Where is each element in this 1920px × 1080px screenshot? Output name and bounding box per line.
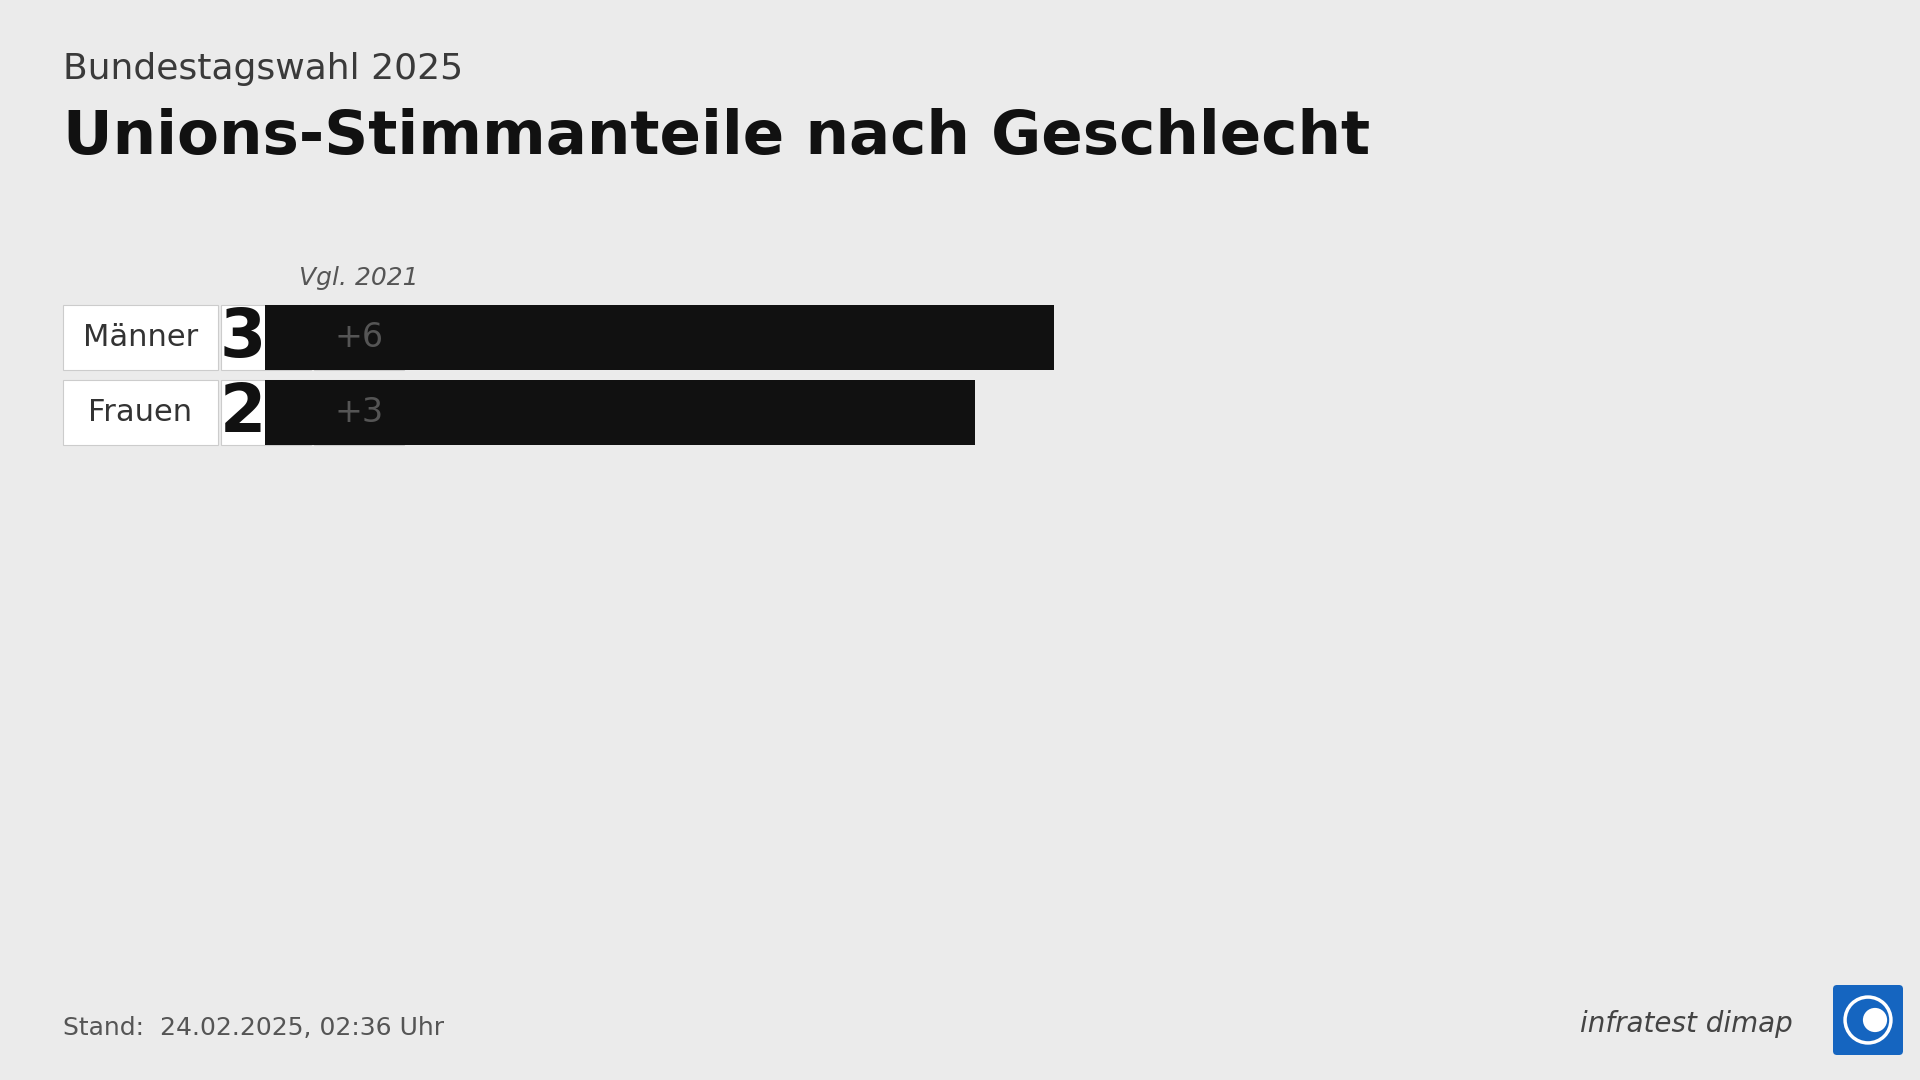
Text: Vgl. 2021: Vgl. 2021	[300, 266, 419, 291]
Circle shape	[1862, 1008, 1887, 1032]
FancyBboxPatch shape	[63, 380, 219, 445]
Text: Frauen: Frauen	[88, 399, 192, 427]
FancyBboxPatch shape	[265, 305, 1054, 370]
Text: Männer: Männer	[83, 323, 198, 352]
FancyBboxPatch shape	[315, 305, 403, 370]
Text: +6: +6	[334, 321, 384, 354]
Text: +3: +3	[334, 396, 384, 429]
FancyBboxPatch shape	[265, 380, 975, 445]
Text: 30: 30	[219, 305, 313, 370]
Circle shape	[1847, 998, 1891, 1042]
FancyBboxPatch shape	[315, 380, 403, 445]
Text: infratest dimap: infratest dimap	[1580, 1010, 1793, 1038]
FancyBboxPatch shape	[221, 305, 311, 370]
FancyBboxPatch shape	[63, 305, 219, 370]
Text: Unions-Stimmanteile nach Geschlecht: Unions-Stimmanteile nach Geschlecht	[63, 108, 1371, 167]
Text: Stand:  24.02.2025, 02:36 Uhr: Stand: 24.02.2025, 02:36 Uhr	[63, 1016, 444, 1040]
Text: 27: 27	[219, 379, 313, 445]
Text: Bundestagswahl 2025: Bundestagswahl 2025	[63, 52, 463, 86]
FancyBboxPatch shape	[1834, 985, 1903, 1055]
FancyBboxPatch shape	[221, 380, 311, 445]
